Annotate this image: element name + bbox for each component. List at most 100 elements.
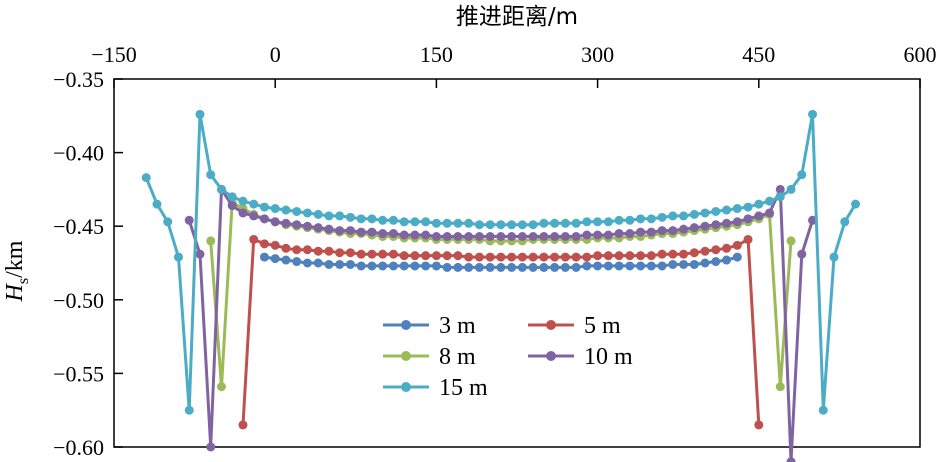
data-point bbox=[614, 215, 624, 225]
data-point bbox=[431, 218, 441, 228]
data-point bbox=[324, 246, 334, 256]
y-tick-label: −0.35 bbox=[53, 67, 104, 92]
data-point bbox=[238, 420, 248, 430]
data-point bbox=[560, 252, 570, 262]
data-point bbox=[517, 220, 527, 230]
legend-label: 3 m bbox=[439, 313, 476, 339]
data-point bbox=[453, 251, 463, 261]
data-point bbox=[141, 173, 151, 183]
data-point bbox=[550, 232, 560, 242]
data-point bbox=[582, 252, 592, 262]
legend-label: 10 m bbox=[584, 344, 633, 370]
data-point bbox=[754, 420, 764, 430]
data-point bbox=[711, 245, 721, 255]
data-point bbox=[399, 230, 409, 240]
data-point bbox=[517, 252, 527, 262]
data-point bbox=[775, 184, 785, 194]
data-point bbox=[657, 249, 667, 259]
x-tick-label: 450 bbox=[742, 42, 775, 67]
data-point bbox=[399, 217, 409, 227]
data-point bbox=[410, 261, 420, 271]
data-point bbox=[560, 218, 570, 228]
data-point bbox=[356, 261, 366, 271]
data-point bbox=[292, 206, 302, 216]
data-point bbox=[249, 211, 259, 221]
data-point bbox=[206, 236, 216, 246]
data-point bbox=[313, 209, 323, 219]
data-point bbox=[410, 251, 420, 261]
data-point bbox=[840, 217, 850, 227]
data-point bbox=[507, 262, 517, 272]
data-point bbox=[345, 212, 355, 222]
data-point bbox=[324, 224, 334, 234]
data-point bbox=[378, 229, 388, 239]
data-point bbox=[636, 214, 646, 224]
data-point bbox=[722, 218, 732, 228]
axes: −150 0 150 300 450 600 −0.35 −0.40 −0.45 −0.50 −0.… bbox=[53, 42, 936, 460]
data-point bbox=[797, 170, 807, 180]
data-point bbox=[335, 226, 345, 236]
y-axis-title: Hs/km bbox=[2, 240, 32, 302]
data-point bbox=[646, 227, 656, 237]
series-4 bbox=[184, 184, 818, 462]
x-tick-label: 0 bbox=[270, 42, 281, 67]
data-point bbox=[421, 217, 431, 227]
data-point bbox=[689, 259, 699, 269]
data-point bbox=[593, 217, 603, 227]
data-point bbox=[356, 249, 366, 259]
data-point bbox=[302, 258, 312, 268]
data-point bbox=[324, 259, 334, 269]
data-point bbox=[485, 252, 495, 262]
data-point bbox=[270, 204, 280, 214]
data-point bbox=[689, 248, 699, 258]
data-point bbox=[636, 227, 646, 237]
data-point bbox=[474, 232, 484, 242]
data-point bbox=[399, 251, 409, 261]
data-point bbox=[496, 252, 506, 262]
data-point bbox=[593, 261, 603, 271]
data-point bbox=[195, 249, 205, 259]
data-point bbox=[786, 184, 796, 194]
data-point bbox=[335, 211, 345, 221]
data-point bbox=[625, 261, 635, 271]
data-point bbox=[603, 251, 613, 261]
data-point bbox=[711, 206, 721, 216]
data-point bbox=[453, 232, 463, 242]
data-point bbox=[679, 259, 689, 269]
data-point bbox=[689, 209, 699, 219]
data-point bbox=[743, 202, 753, 212]
data-point bbox=[421, 230, 431, 240]
data-point bbox=[421, 251, 431, 261]
y-tick-label: −0.40 bbox=[53, 141, 104, 166]
data-point bbox=[689, 223, 699, 233]
data-point bbox=[603, 230, 613, 240]
data-point bbox=[711, 220, 721, 230]
data-point bbox=[722, 243, 732, 253]
data-point bbox=[259, 202, 269, 212]
data-point bbox=[442, 218, 452, 228]
data-point bbox=[259, 252, 269, 262]
data-point bbox=[614, 251, 624, 261]
data-point bbox=[657, 226, 667, 236]
data-point bbox=[388, 261, 398, 271]
data-point bbox=[378, 215, 388, 225]
data-point bbox=[732, 240, 742, 250]
data-point bbox=[367, 214, 377, 224]
data-point bbox=[679, 211, 689, 221]
data-point bbox=[614, 261, 624, 271]
data-point bbox=[152, 199, 162, 209]
data-point bbox=[700, 258, 710, 268]
data-point bbox=[560, 232, 570, 242]
data-point bbox=[206, 442, 216, 452]
data-point bbox=[485, 220, 495, 230]
series-1 bbox=[259, 252, 742, 272]
data-point bbox=[453, 218, 463, 228]
legend-label: 8 m bbox=[439, 344, 476, 370]
data-point bbox=[732, 204, 742, 214]
data-point bbox=[345, 259, 355, 269]
data-point bbox=[442, 251, 452, 261]
data-point bbox=[259, 214, 269, 224]
data-point bbox=[775, 192, 785, 202]
data-point bbox=[797, 249, 807, 259]
